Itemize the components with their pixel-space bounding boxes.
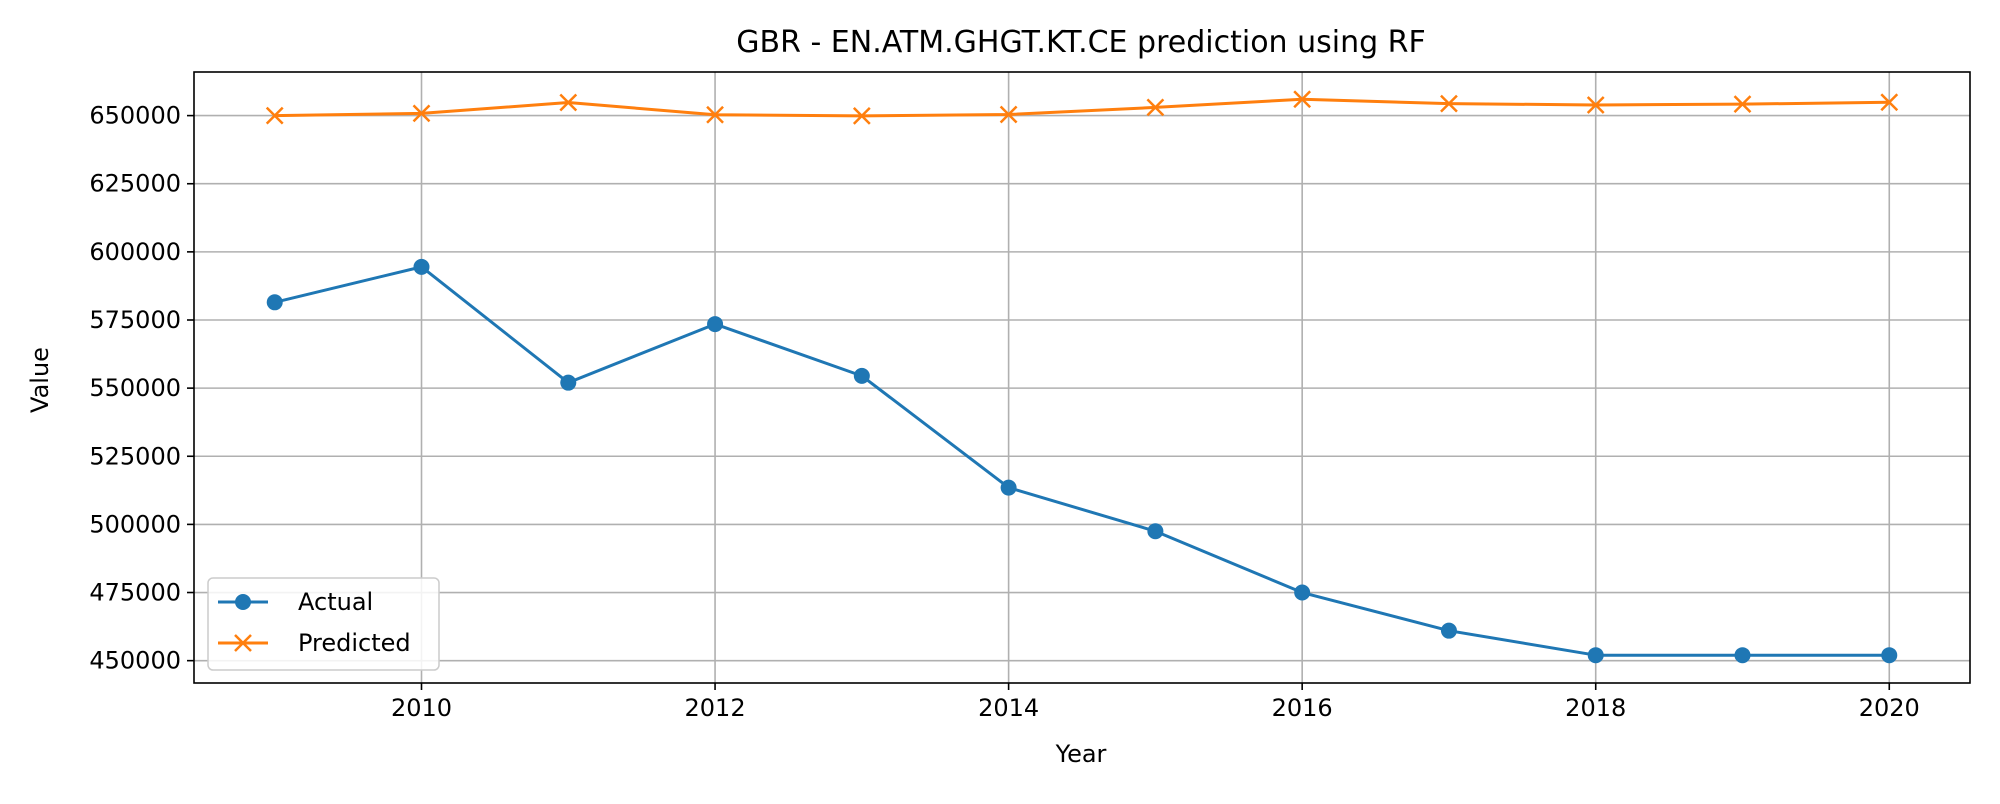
data-point-predicted [1440, 94, 1458, 113]
axis-ticks: 2010 2012 2014 2016 2018 2020 450000 475000 5000… [89, 102, 1919, 722]
series-line-actual [274, 265, 1890, 657]
series-line-predicted [274, 97, 1890, 118]
y-tick-label: 525000 [89, 442, 181, 470]
y-tick-label: 475000 [89, 579, 181, 607]
data-point-actual [1000, 479, 1017, 496]
legend-label-predicted: Predicted [298, 629, 411, 657]
data-point-predicted [1293, 90, 1312, 109]
data-point-predicted [412, 104, 431, 123]
x-tick-label: 2020 [1859, 694, 1920, 722]
y-axis-title: Value [26, 347, 54, 413]
data-point-actual [1587, 647, 1604, 664]
data-point-actual [1440, 622, 1457, 639]
data-point-predicted [559, 93, 578, 112]
data-point-actual [1294, 584, 1311, 601]
data-point-predicted [265, 106, 284, 125]
data-point-predicted [1586, 96, 1605, 114]
chart-title: GBR - EN.ATM.GHGT.KT.CE prediction using… [736, 25, 1426, 60]
data-point-actual [413, 258, 430, 275]
y-tick-label: 500000 [89, 510, 181, 538]
data-point-predicted [1880, 93, 1899, 112]
data-point-actual [707, 316, 724, 333]
data-point-actual [1147, 523, 1164, 540]
x-tick-label: 2018 [1565, 694, 1626, 722]
data-point-predicted [706, 105, 724, 124]
x-axis-title: Year [1055, 740, 1107, 768]
y-tick-label: 575000 [89, 306, 181, 334]
data-point-actual [266, 294, 283, 311]
data-point-predicted [852, 106, 871, 125]
x-tick-label: 2014 [978, 694, 1039, 722]
data-point-predicted [999, 105, 1018, 124]
y-tick-label: 625000 [89, 170, 181, 198]
y-tick-label: 600000 [89, 238, 181, 266]
legend-label-actual: Actual [298, 588, 373, 616]
legend: Actual Predicted [207, 577, 440, 671]
data-point-predicted [1733, 95, 1752, 114]
y-tick-label: 450000 [89, 647, 181, 675]
legend-marker-predicted [234, 634, 252, 652]
y-tick-label: 550000 [89, 374, 181, 402]
x-tick-label: 2016 [1272, 694, 1333, 722]
y-tick-label: 650000 [89, 102, 181, 130]
data-point-actual [1881, 647, 1898, 664]
data-series [265, 90, 1899, 664]
data-point-actual [560, 374, 577, 391]
data-point-actual [853, 367, 870, 384]
x-tick-label: 2010 [391, 694, 452, 722]
data-point-predicted [1146, 98, 1165, 117]
legend-marker-actual [235, 594, 251, 610]
data-point-actual [1734, 647, 1751, 664]
plot-area-frame [193, 71, 1971, 684]
x-tick-label: 2012 [685, 694, 746, 722]
